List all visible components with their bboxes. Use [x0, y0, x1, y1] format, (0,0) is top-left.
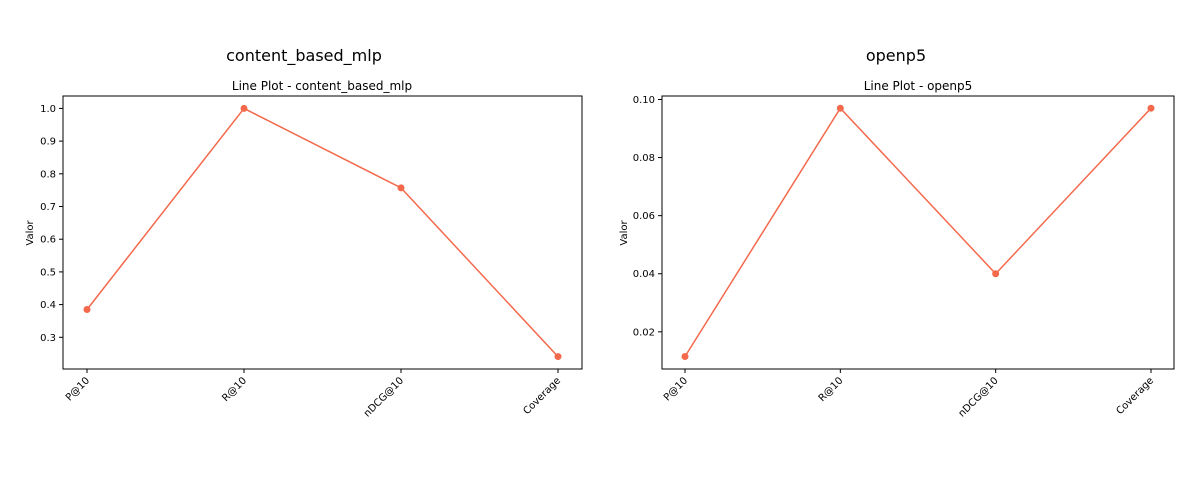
y-tick-label: 1.0 — [40, 104, 56, 115]
x-tick-label: Coverage — [521, 375, 563, 417]
plot-area-frame — [62, 95, 583, 370]
data-point — [240, 104, 248, 112]
chart-panel-openp5: openp5 Line Plot - openp5 Valor 0.02 0.04… — [619, 46, 1175, 420]
y-tick-label: 0.08 — [633, 153, 655, 164]
y-ticks: 0.02 0.04 0.06 0.08 0.10 — [633, 95, 662, 338]
series-line — [86, 107, 559, 358]
series-line — [684, 106, 1152, 357]
x-tick-label: R@10 — [817, 375, 846, 404]
y-tick-label: 0.7 — [40, 202, 56, 213]
panel-suptitle: content_based_mlp — [226, 46, 382, 66]
data-point — [836, 104, 844, 112]
series-marks — [83, 104, 562, 361]
series-marks — [681, 104, 1155, 361]
y-axis-label: Valor — [619, 220, 630, 246]
y-tick-label: 0.5 — [40, 267, 56, 278]
y-tick-label: 0.6 — [40, 235, 56, 246]
data-point — [681, 353, 689, 361]
data-point — [1147, 104, 1155, 112]
y-tick-label: 0.4 — [40, 300, 56, 311]
y-axis-label: Valor — [25, 220, 36, 246]
y-tick-label: 0.8 — [40, 169, 56, 180]
x-ticks: P@10 R@10 nDCG@10 Coverage — [662, 369, 1156, 420]
chart-panel-content-based-mlp: content_based_mlp Line Plot - content_ba… — [25, 46, 583, 420]
y-tick-label: 0.10 — [633, 95, 655, 106]
plot-area-frame — [661, 95, 1175, 370]
y-tick-label: 0.3 — [40, 333, 56, 344]
x-ticks: P@10 R@10 nDCG@10 Coverage — [64, 369, 563, 420]
data-point — [83, 305, 91, 313]
data-point — [992, 270, 1000, 278]
x-tick-label: P@10 — [662, 375, 690, 403]
y-tick-label: 0.9 — [40, 137, 56, 148]
y-tick-label: 0.06 — [633, 211, 655, 222]
y-ticks: 0.3 0.4 0.5 0.6 0.7 0.8 0.9 1.0 — [40, 104, 63, 344]
x-tick-label: nDCG@10 — [362, 375, 406, 419]
chart-title: Line Plot - openp5 — [864, 79, 973, 93]
x-tick-label: P@10 — [64, 375, 92, 403]
data-point — [554, 353, 562, 361]
data-point — [397, 184, 405, 192]
chart-title: Line Plot - content_based_mlp — [232, 79, 412, 93]
panel-suptitle: openp5 — [866, 46, 926, 65]
x-tick-label: nDCG@10 — [957, 375, 1001, 419]
y-tick-label: 0.04 — [633, 269, 655, 280]
x-tick-label: Coverage — [1114, 375, 1156, 417]
x-tick-label: R@10 — [220, 375, 249, 404]
y-tick-label: 0.02 — [633, 327, 655, 338]
